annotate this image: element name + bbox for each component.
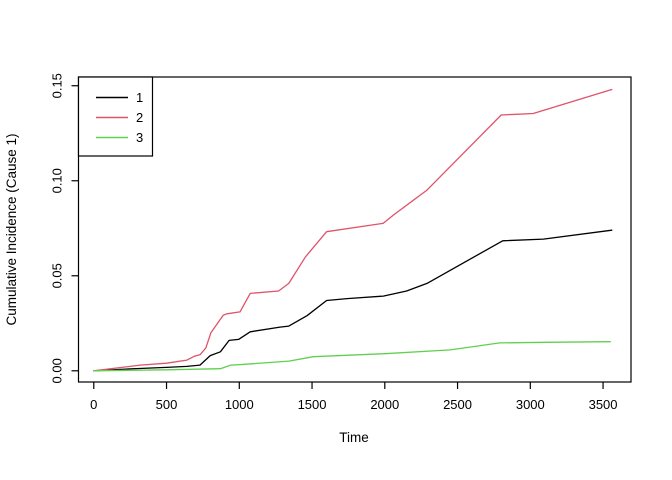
y-axis-title: Cumulative Incidence (Cause 1) <box>4 133 19 325</box>
legend-label-3: 3 <box>136 130 143 145</box>
x-axis: 0 500 1000 1500 2000 2500 3000 3500 <box>90 382 618 412</box>
x-tick-label: 2500 <box>443 397 472 412</box>
x-tick-label: 500 <box>156 397 178 412</box>
legend-box <box>77 76 154 157</box>
legend-item: 2 <box>96 110 143 125</box>
series-line-1 <box>93 229 613 372</box>
legend: 1 2 3 <box>77 76 154 157</box>
y-tick-label: 0.00 <box>50 358 65 383</box>
legend-item: 3 <box>96 130 143 145</box>
x-tick-label: 1500 <box>298 397 327 412</box>
y-tick-label: 0.15 <box>50 73 65 98</box>
y-tick-label: 0.05 <box>50 263 65 288</box>
plot-box <box>77 76 632 383</box>
y-tick-label: 0.10 <box>50 168 65 193</box>
series-line-2 <box>93 88 613 372</box>
x-axis-title: Time <box>339 430 369 445</box>
series-line-3 <box>93 341 611 372</box>
series-lines <box>93 88 613 372</box>
legend-label-2: 2 <box>136 110 143 125</box>
y-axis: 0.00 0.05 0.10 0.15 <box>50 73 79 383</box>
x-tick-label: 0 <box>90 397 97 412</box>
legend-label-1: 1 <box>136 90 143 105</box>
legend-item: 1 <box>96 90 143 105</box>
x-tick-label: 3500 <box>589 397 618 412</box>
x-tick-label: 2000 <box>370 397 399 412</box>
x-tick-label: 1000 <box>225 397 254 412</box>
x-tick-label: 3000 <box>516 397 545 412</box>
